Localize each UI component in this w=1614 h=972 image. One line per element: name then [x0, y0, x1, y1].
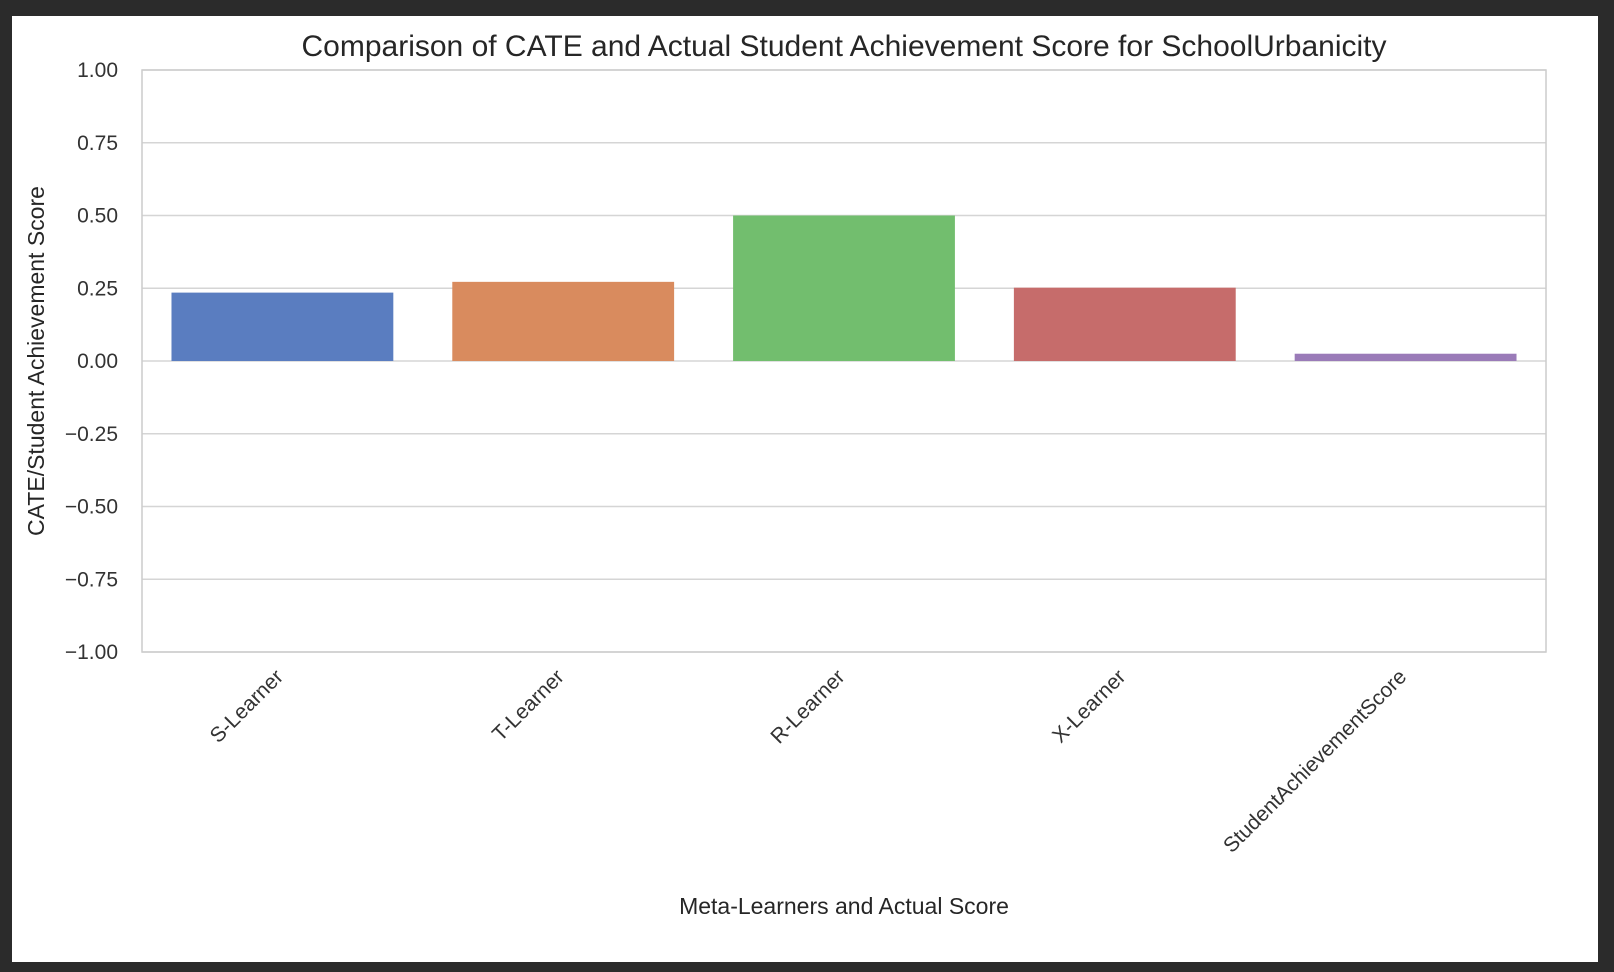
bar-x-learner: [1013, 287, 1236, 361]
bar-t-learner: [452, 281, 675, 361]
bar-r-learner: [733, 215, 955, 361]
y-tick-label: 0.25: [77, 277, 118, 300]
bar-s-learner: [171, 292, 394, 361]
y-tick-label: −1.00: [65, 641, 118, 664]
x-tick-label: S-Learner: [206, 665, 288, 747]
y-axis-label: CATE/Student Achievement Score: [23, 186, 49, 536]
bar-chart: 1.00 0.75 0.50 0.25 0.00 −0.25 −0.50 −0.75 −1.00…: [23, 30, 1547, 919]
bars: [171, 215, 1517, 361]
y-tick-label: −0.75: [65, 568, 118, 591]
x-axis-ticks: S-Learner T-Learner R-Learner X-Learner Stud…: [206, 665, 1412, 857]
x-axis-label: Meta-Learners and Actual Score: [679, 893, 1009, 919]
y-tick-label: −0.25: [65, 423, 118, 446]
y-tick-label: 0.50: [77, 205, 118, 228]
y-tick-label: 0.00: [77, 350, 118, 373]
y-tick-label: 1.00: [77, 59, 118, 82]
y-tick-label: 0.75: [77, 132, 118, 155]
x-tick-label: StudentAchievementScore: [1219, 665, 1411, 857]
figure-canvas: 1.00 0.75 0.50 0.25 0.00 −0.25 −0.50 −0.75 −1.00…: [12, 16, 1598, 962]
chart-title: Comparison of CATE and Actual Student Ac…: [302, 30, 1387, 63]
x-tick-label: X-Learner: [1048, 665, 1130, 747]
x-tick-label: T-Learner: [488, 665, 569, 746]
y-axis-ticks: 1.00 0.75 0.50 0.25 0.00 −0.25 −0.50 −0.75 −1.00: [65, 59, 118, 664]
bar-studentachievementscore: [1294, 353, 1517, 361]
plot-area-border: [141, 69, 1547, 653]
x-tick-label: R-Learner: [766, 665, 849, 748]
y-tick-label: −0.50: [65, 496, 118, 519]
